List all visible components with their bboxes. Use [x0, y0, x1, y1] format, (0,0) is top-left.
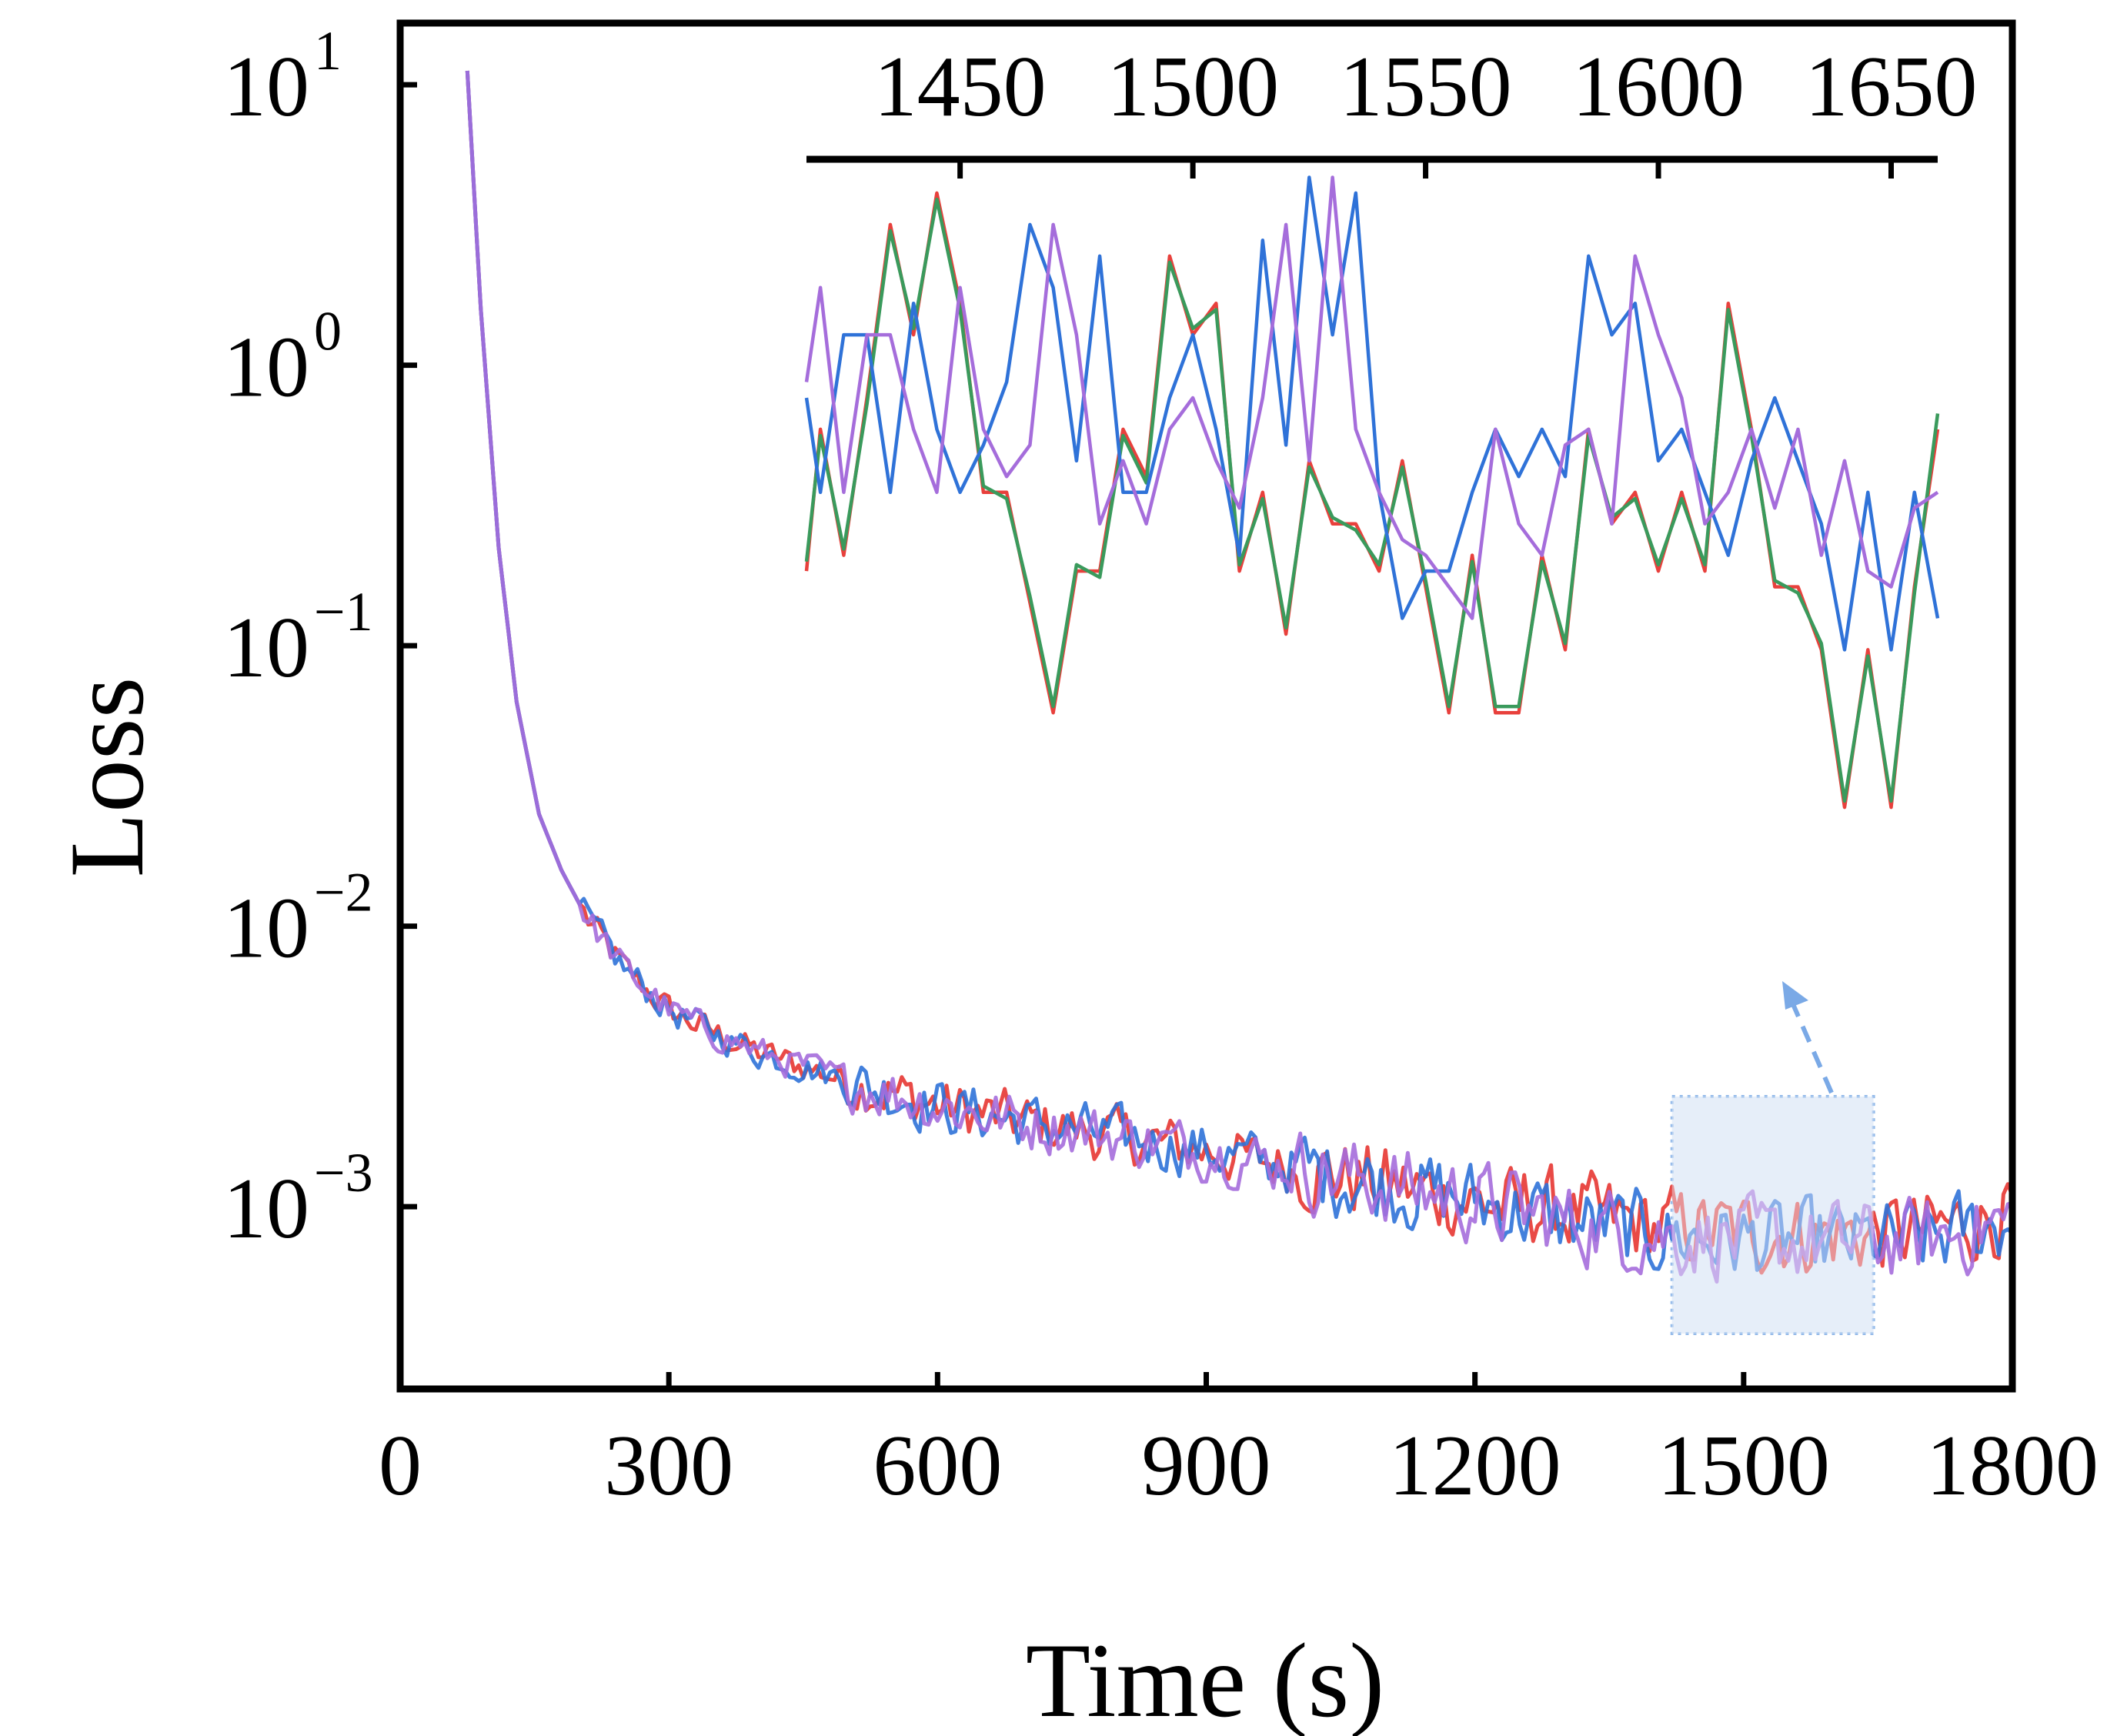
y-tick-exponent: −3: [314, 1142, 373, 1204]
inset-series-line-green: [804, 197, 1940, 803]
inset-x-tick-label: 1650: [1805, 39, 1978, 135]
inset-series-line-blue: [804, 175, 1940, 652]
series-line-blue: [465, 70, 2014, 1272]
inset-x-tick-label: 1450: [874, 39, 1047, 135]
y-tick-label: 10: [223, 600, 309, 696]
y-tick-exponent: 1: [314, 20, 342, 82]
zoom-arrow: [1791, 1003, 1834, 1094]
zoom-arrow-head: [1782, 981, 1808, 1010]
x-tick-label: 300: [604, 1418, 733, 1514]
x-tick-label: 1800: [1926, 1418, 2099, 1514]
x-tick-label: 1500: [1658, 1418, 1830, 1514]
y-tick-label: 10: [223, 320, 309, 416]
inset-series-line-purple: [804, 175, 1939, 620]
inset-plot: 1450 1500 1550 1600 1650: [804, 39, 1978, 810]
x-tick-label: 1200: [1389, 1418, 1561, 1514]
zoom-box-overlay: [1671, 1097, 1874, 1334]
inset-x-tick-label: 1500: [1107, 39, 1279, 135]
y-tick-label: 10: [223, 39, 309, 135]
inset-series-line-red: [804, 191, 1940, 810]
y-tick-label: 10: [223, 881, 309, 976]
x-tick-label: 0: [379, 1418, 422, 1514]
y-tick-exponent: −2: [314, 862, 373, 923]
x-axis-label: Time (s): [1026, 1621, 1385, 1736]
y-tick-label: 10: [223, 1161, 309, 1257]
series-line-red: [465, 70, 2015, 1275]
x-tick-label: 900: [1142, 1418, 1271, 1514]
main-series-lines: [465, 70, 2015, 1334]
inset-x-tick-label: 1550: [1340, 39, 1512, 135]
x-tick-label: 600: [873, 1418, 1002, 1514]
inset-x-tick-label: 1600: [1572, 39, 1745, 135]
y-axis-label: Loss: [48, 677, 165, 878]
series-line-purple: [465, 70, 2013, 1284]
y-tick-exponent: −1: [314, 581, 373, 643]
y-tick-exponent: 0: [314, 301, 342, 362]
